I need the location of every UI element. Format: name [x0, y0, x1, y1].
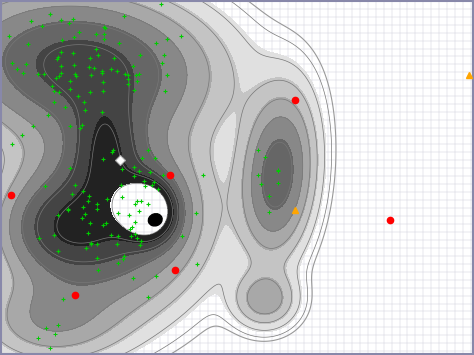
Ellipse shape — [148, 214, 162, 226]
